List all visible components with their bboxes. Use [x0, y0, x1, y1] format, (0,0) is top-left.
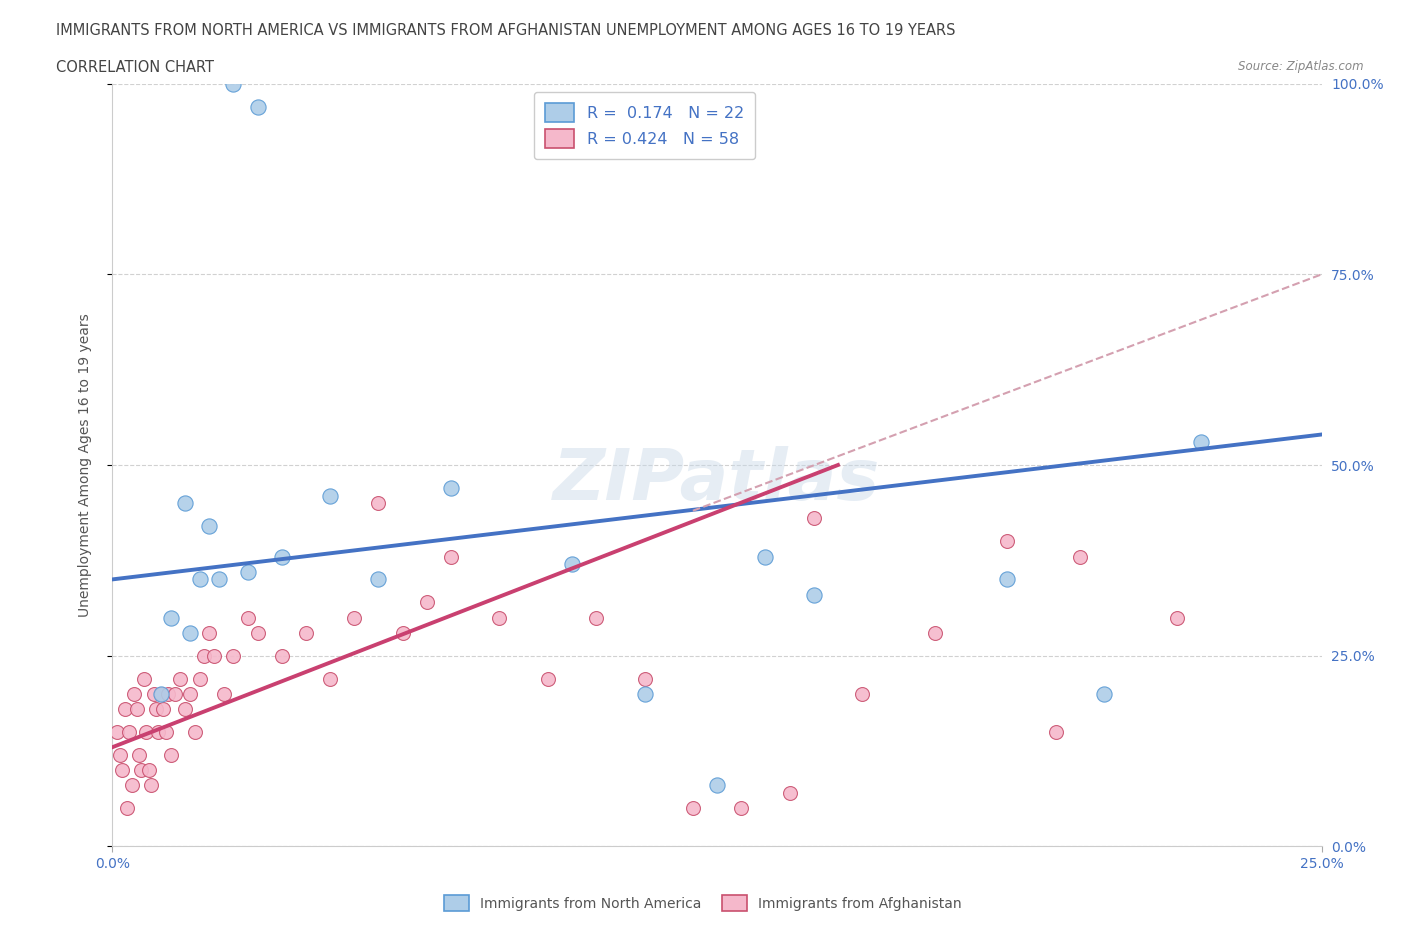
- Point: [141, 777, 163, 792]
- Point: [1092, 686, 1115, 701]
- Point: [169, 671, 191, 686]
- Point: [114, 701, 136, 716]
- Point: [105, 724, 128, 739]
- Point: [179, 686, 201, 701]
- Point: [319, 488, 342, 503]
- Point: [803, 587, 825, 602]
- Text: IMMIGRANTS FROM NORTH AMERICA VS IMMIGRANTS FROM AFGHANISTAN UNEMPLOYMENT AMONG : IMMIGRANTS FROM NORTH AMERICA VS IMMIGRA…: [56, 23, 956, 38]
- Point: [157, 686, 180, 701]
- Y-axis label: Unemployment Among Ages 16 to 19 years: Unemployment Among Ages 16 to 19 years: [77, 313, 91, 617]
- Point: [148, 724, 170, 739]
- Point: [995, 572, 1018, 587]
- Point: [131, 763, 153, 777]
- Point: [754, 549, 776, 564]
- Point: [138, 763, 160, 777]
- Point: [537, 671, 560, 686]
- Point: [108, 748, 131, 763]
- Point: [155, 724, 177, 739]
- Point: [343, 610, 366, 625]
- Point: [222, 76, 245, 91]
- Point: [440, 481, 463, 496]
- Point: [236, 565, 259, 579]
- Point: [135, 724, 157, 739]
- Point: [188, 572, 211, 587]
- Legend: R =  0.174   N = 22, R = 0.424   N = 58: R = 0.174 N = 22, R = 0.424 N = 58: [534, 92, 755, 159]
- Legend: Immigrants from North America, Immigrants from Afghanistan: Immigrants from North America, Immigrant…: [437, 887, 969, 919]
- Point: [179, 625, 201, 640]
- Point: [633, 671, 655, 686]
- Point: [174, 701, 197, 716]
- Point: [128, 748, 150, 763]
- Point: [125, 701, 148, 716]
- Point: [319, 671, 342, 686]
- Point: [706, 777, 728, 792]
- Point: [202, 648, 225, 663]
- Point: [193, 648, 215, 663]
- Point: [111, 763, 134, 777]
- Point: [682, 801, 704, 816]
- Point: [270, 549, 292, 564]
- Point: [295, 625, 318, 640]
- Point: [145, 701, 167, 716]
- Point: [118, 724, 141, 739]
- Point: [149, 686, 172, 701]
- Point: [236, 610, 259, 625]
- Point: [270, 648, 292, 663]
- Point: [851, 686, 873, 701]
- Point: [367, 572, 389, 587]
- Point: [730, 801, 752, 816]
- Point: [212, 686, 235, 701]
- Point: [122, 686, 145, 701]
- Point: [198, 519, 221, 534]
- Point: [416, 595, 439, 610]
- Point: [159, 610, 181, 625]
- Point: [246, 100, 269, 114]
- Point: [633, 686, 655, 701]
- Point: [585, 610, 607, 625]
- Point: [188, 671, 211, 686]
- Point: [924, 625, 946, 640]
- Point: [222, 648, 245, 663]
- Point: [152, 701, 174, 716]
- Point: [121, 777, 143, 792]
- Point: [183, 724, 205, 739]
- Text: Source: ZipAtlas.com: Source: ZipAtlas.com: [1239, 60, 1364, 73]
- Point: [149, 686, 172, 701]
- Point: [246, 625, 269, 640]
- Point: [115, 801, 138, 816]
- Point: [391, 625, 413, 640]
- Point: [803, 511, 825, 525]
- Point: [208, 572, 231, 587]
- Point: [367, 496, 389, 511]
- Point: [1189, 434, 1212, 449]
- Point: [132, 671, 155, 686]
- Point: [1069, 549, 1091, 564]
- Point: [198, 625, 221, 640]
- Point: [1045, 724, 1067, 739]
- Point: [440, 549, 463, 564]
- Point: [142, 686, 165, 701]
- Point: [174, 496, 197, 511]
- Point: [995, 534, 1018, 549]
- Text: CORRELATION CHART: CORRELATION CHART: [56, 60, 214, 75]
- Point: [488, 610, 510, 625]
- Point: [165, 686, 187, 701]
- Point: [159, 748, 181, 763]
- Point: [561, 557, 583, 572]
- Point: [1166, 610, 1188, 625]
- Point: [779, 786, 801, 801]
- Text: ZIPatlas: ZIPatlas: [554, 445, 880, 514]
